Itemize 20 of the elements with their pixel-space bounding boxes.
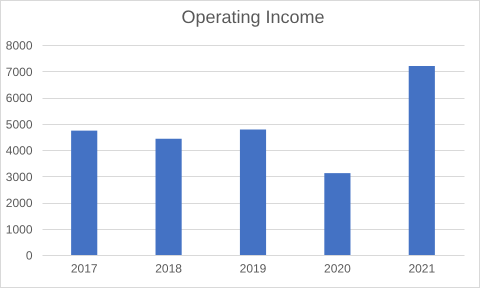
x-tick-label: 2021 — [408, 262, 436, 276]
bar — [324, 173, 350, 255]
y-tick-label: 2000 — [6, 196, 33, 210]
x-tick-label: 2017 — [70, 262, 98, 276]
y-tick-label: 6000 — [6, 91, 33, 105]
y-tick-label: 5000 — [6, 117, 33, 132]
y-tick-label: 7000 — [6, 64, 33, 79]
x-tick-label: 2018 — [155, 262, 182, 276]
y-tick-label: 8000 — [6, 38, 33, 52]
bar — [71, 130, 98, 255]
chart-title: Operating Income — [181, 7, 325, 27]
x-tick-label: 2020 — [324, 262, 352, 276]
y-tick-label: 1000 — [6, 222, 33, 236]
y-tick-label: 3000 — [6, 170, 33, 184]
x-tick-label: 2019 — [240, 262, 267, 276]
bar — [408, 66, 435, 255]
bar — [156, 138, 182, 255]
bar — [240, 130, 266, 255]
y-tick-label: 0 — [26, 248, 33, 262]
y-tick-label: 4000 — [6, 144, 33, 158]
